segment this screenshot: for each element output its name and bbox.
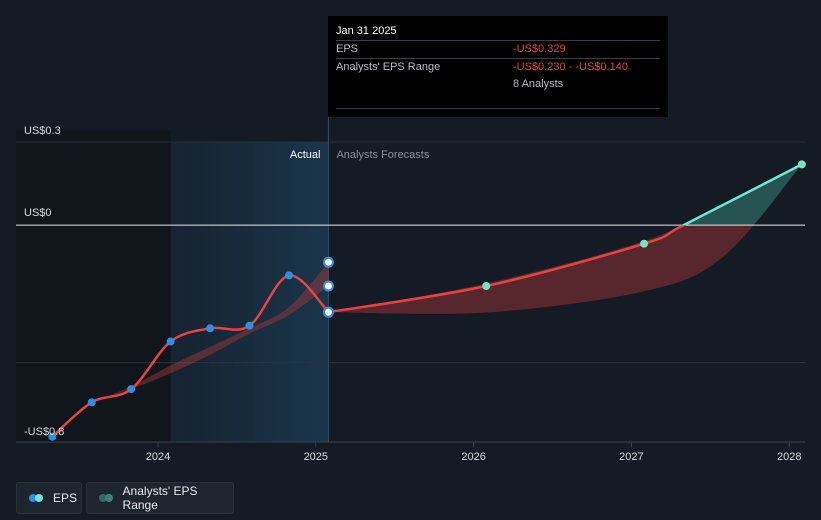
eps-actual-point [322, 306, 334, 318]
x-tick-label: 2026 [461, 451, 485, 463]
forecast-range-band-negative [328, 225, 754, 314]
legend-eps-label: EPS [53, 491, 78, 505]
eps-actual-point [206, 324, 215, 333]
y-tick-label: -US$0.8 [24, 426, 64, 438]
range-point [322, 256, 334, 268]
eps-actual-point [166, 337, 175, 346]
eps-forecast-point [482, 282, 491, 290]
y-tick-label: US$0.3 [24, 125, 61, 137]
tooltip-divider [336, 108, 660, 109]
tooltip-eps-row: EPS -US$0.329 [336, 40, 660, 58]
past-dim-area [16, 130, 171, 442]
eps-line-forecast-positive [680, 163, 803, 226]
x-tick-label: 2028 [777, 451, 801, 463]
eps-forecast-point [640, 239, 649, 248]
eps-actual-point [87, 398, 96, 407]
hover-tooltip: Jan 31 2025 EPS -US$0.329 Analysts' EPS … [328, 16, 668, 117]
x-tick-label: 2027 [619, 451, 643, 463]
tooltip-eps-label: EPS [336, 43, 359, 55]
y-tick-label: US$0 [24, 207, 52, 219]
tooltip-range-label: Analysts' EPS Range [336, 61, 441, 73]
eps-line-actual-negative [51, 274, 330, 438]
tooltip-range-row: Analysts' EPS Range -US$0.230 - -US$0.14… [336, 58, 660, 76]
legend-range-toggle[interactable]: Analysts' EPS Range [86, 482, 234, 514]
range-point [322, 280, 334, 292]
eps-forecast-point [797, 160, 806, 169]
legend-eps-toggle[interactable]: EPS [16, 482, 82, 514]
eps-legend-icon [29, 494, 45, 502]
eps-actual-point [245, 321, 254, 330]
eps-line-forecast-negative [328, 225, 687, 314]
x-tick-label: 2024 [146, 451, 170, 463]
x-tick-label: 2025 [304, 451, 328, 463]
tooltip-date: Jan 31 2025 [336, 25, 397, 37]
forecast-region-label: Analysts Forecasts [336, 149, 429, 161]
legend-range-label: Analysts' EPS Range [122, 484, 198, 512]
past-year-highlight [170, 142, 329, 442]
range-legend-icon [99, 494, 115, 502]
tooltip-eps-value: -US$0.329 [513, 43, 566, 55]
eps-actual-point [127, 385, 136, 394]
tooltip-range-value: -US$0.230 - -US$0.140 [513, 61, 628, 73]
tooltip-analysts-count: 8 Analysts [513, 78, 564, 90]
eps-actual-point [284, 271, 293, 280]
tooltip-analysts-row: 8 Analysts [336, 76, 660, 93]
actual-region-label: Actual [290, 149, 321, 161]
eps-actual-point [48, 432, 57, 441]
